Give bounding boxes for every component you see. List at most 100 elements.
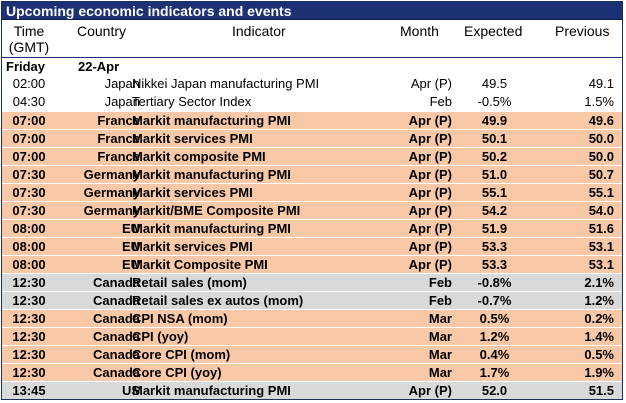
- cell-previous: 0.5%: [584, 347, 614, 362]
- cell-time: 07:00: [12, 149, 46, 164]
- cell-previous: 54.0: [588, 203, 614, 218]
- cell-month: Feb: [428, 293, 452, 308]
- table-row: 12:30 Canada Core CPI (mom) Mar 0.4% 0.5%: [2, 345, 622, 363]
- cell-country: Japan: [104, 76, 140, 91]
- cell-country: Germany: [83, 167, 140, 182]
- cell-expected: 53.3: [481, 257, 508, 272]
- cell-month: Apr (P): [408, 239, 452, 254]
- cell-previous: 49.1: [588, 76, 614, 91]
- cell-indicator: Nikkei Japan manufacturing PMI: [132, 76, 320, 91]
- cell-expected: 49.5: [481, 76, 508, 91]
- cell-country: Germany: [83, 185, 140, 200]
- table-row: 08:00 EU Markit Composite PMI Apr (P) 53.3 53…: [2, 255, 622, 273]
- cell-indicator: Tertiary Sector Index: [132, 94, 252, 109]
- cell-month: Mar: [428, 365, 452, 380]
- table-body: 02:00 Japan Nikkei Japan manufacturing PMI…: [2, 75, 622, 399]
- cell-indicator: Markit Composite PMI: [132, 257, 268, 272]
- table-row: 12:30 Canada Retail sales ex autos (mom) Fe…: [2, 291, 622, 309]
- cell-expected: 54.2: [481, 203, 508, 218]
- cell-time: 12:30: [12, 311, 46, 326]
- cell-country: Canada: [93, 347, 140, 362]
- cell-month: Apr (P): [408, 185, 452, 200]
- cell-month: Mar: [428, 311, 452, 326]
- cell-previous: 2.1%: [584, 275, 614, 290]
- cell-time: 12:30: [12, 329, 46, 344]
- cell-indicator: Core CPI (mom): [132, 347, 231, 362]
- cell-previous: 51.5: [588, 383, 614, 398]
- table-row: 08:00 EU Markit manufacturing PMI Apr (P) 51…: [2, 219, 622, 237]
- cell-time: 08:00: [12, 221, 46, 236]
- cell-previous: 1.2%: [584, 293, 614, 308]
- cell-time: 08:00: [12, 239, 46, 254]
- cell-expected: 1.7%: [479, 365, 510, 380]
- cell-indicator: Retail sales (mom): [132, 275, 247, 290]
- table-row: 12:30 Canada CPI NSA (mom) Mar 0.5% 0.2%: [2, 309, 622, 327]
- cell-indicator: CPI (yoy): [132, 329, 189, 344]
- cell-month: Apr (P): [408, 257, 452, 272]
- cell-country: EU: [121, 221, 140, 236]
- cell-previous: 1.5%: [584, 94, 614, 109]
- cell-country: Japan: [104, 94, 140, 109]
- table-row: 07:30 Germany Markit manufacturing PMI Apr …: [2, 165, 622, 183]
- cell-month: Apr (P): [408, 149, 452, 164]
- cell-month: Feb: [429, 94, 452, 109]
- table-row: 07:00 France Markit services PMI Apr (P) 50.…: [2, 129, 622, 147]
- cell-country: France: [97, 113, 140, 128]
- header-time: Time (GMT): [8, 23, 50, 55]
- cell-indicator: Core CPI (yoy): [132, 365, 222, 380]
- cell-previous: 51.6: [588, 221, 614, 236]
- cell-expected: 52.0: [481, 383, 508, 398]
- cell-time: 07:30: [12, 203, 46, 218]
- day-label: Friday: [6, 59, 46, 74]
- header-country: Country: [76, 23, 126, 39]
- cell-expected: 51.0: [481, 167, 508, 182]
- cell-country: Canada: [93, 329, 140, 344]
- cell-month: Apr (P): [408, 383, 452, 398]
- table-title: Upcoming economic indicators and events: [2, 2, 622, 20]
- cell-expected: 53.3: [481, 239, 508, 254]
- cell-indicator: Markit manufacturing PMI: [132, 167, 291, 182]
- cell-country: France: [97, 131, 140, 146]
- cell-previous: 1.9%: [584, 365, 614, 380]
- column-headers: Time (GMT) Country Indicator Month Expec…: [2, 20, 622, 57]
- cell-indicator: Markit/BME Composite PMI: [132, 203, 301, 218]
- table-row: 07:30 Germany Markit/BME Composite PMI Apr …: [2, 201, 622, 219]
- cell-country: Canada: [93, 311, 140, 326]
- cell-previous: 55.1: [588, 185, 614, 200]
- cell-country: Canada: [93, 275, 140, 290]
- cell-expected: 50.2: [481, 149, 508, 164]
- cell-time: 07:30: [12, 185, 46, 200]
- cell-expected: 0.4%: [479, 347, 510, 362]
- cell-month: Apr (P): [408, 203, 452, 218]
- cell-month: Feb: [428, 275, 452, 290]
- cell-indicator: Markit services PMI: [132, 131, 253, 146]
- table-row: 12:30 Canada Core CPI (yoy) Mar 1.7% 1.9%: [2, 363, 622, 381]
- cell-time: 12:30: [12, 275, 46, 290]
- cell-expected: 55.1: [481, 185, 508, 200]
- cell-previous: 0.2%: [584, 311, 614, 326]
- cell-previous: 50.0: [588, 149, 614, 164]
- cell-time: 07:00: [12, 131, 46, 146]
- table-row: 12:30 Canada Retail sales (mom) Feb -0.8% 2.1…: [2, 273, 622, 291]
- cell-month: Apr (P): [408, 167, 452, 182]
- cell-expected: 49.9: [481, 113, 508, 128]
- cell-month: Apr (P): [408, 221, 452, 236]
- cell-indicator: Retail sales ex autos (mom): [132, 293, 304, 308]
- cell-month: Apr (P): [408, 113, 452, 128]
- cell-time: 13:45: [12, 383, 46, 398]
- table-row: 04:30 Japan Tertiary Sector Index Feb -0.5% 1…: [2, 93, 622, 111]
- header-indicator: Indicator: [232, 23, 286, 39]
- cell-expected: -0.7%: [477, 293, 512, 308]
- cell-previous: 49.6: [588, 113, 614, 128]
- date-subheader: Friday 22-Apr: [2, 57, 622, 75]
- cell-previous: 50.0: [588, 131, 614, 146]
- cell-month: Apr (P): [408, 131, 452, 146]
- table-row: 13:45 US Markit manufacturing PMI Apr (P) 52…: [2, 381, 622, 399]
- cell-time: 12:30: [12, 347, 46, 362]
- cell-country: Canada: [93, 293, 140, 308]
- cell-expected: -0.8%: [477, 275, 512, 290]
- cell-previous: 50.7: [588, 167, 614, 182]
- cell-indicator: Markit services PMI: [132, 185, 253, 200]
- cell-month: Mar: [428, 347, 452, 362]
